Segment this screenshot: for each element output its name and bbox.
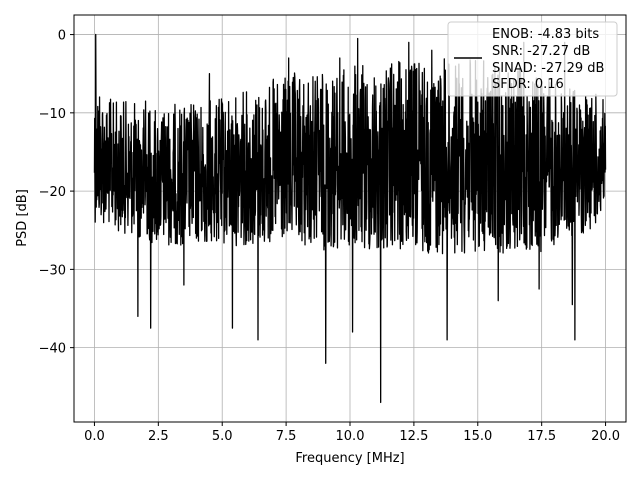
y-axis-label: PSD [dB] bbox=[15, 189, 30, 247]
psd-series-line bbox=[93, 33, 607, 404]
legend-line-snr: SNR: -27.27 dB bbox=[492, 44, 590, 59]
x-tick-label: 10.0 bbox=[336, 429, 365, 444]
x-tick-label: 17.5 bbox=[527, 429, 556, 444]
plot-area bbox=[93, 33, 607, 404]
x-axis: 0.0 2.5 5.0 7.5 10.0 12.5 15.0 17.5 20.0 bbox=[84, 422, 620, 444]
y-tick-label: −20 bbox=[39, 185, 66, 200]
y-axis: 0 −10 −20 −30 −40 bbox=[39, 29, 74, 357]
y-tick-label: −30 bbox=[39, 263, 66, 278]
legend-box bbox=[447, 21, 618, 97]
y-tick-label: −10 bbox=[39, 107, 66, 122]
x-axis-label: Frequency [MHz] bbox=[295, 451, 404, 466]
legend-line-enob: ENOB: -4.83 bits bbox=[492, 27, 599, 42]
x-tick-label: 12.5 bbox=[399, 429, 428, 444]
x-tick-label: 5.0 bbox=[212, 429, 233, 444]
legend-line-sinad: SINAD: -27.29 dB bbox=[492, 61, 604, 76]
legend: ENOB: -4.83 bits SNR: -27.27 dB SINAD: -… bbox=[447, 21, 618, 97]
y-tick-label: −40 bbox=[39, 342, 66, 357]
y-tick-label: 0 bbox=[58, 29, 66, 44]
legend-line-sfdr: SFDR: 0.16 bbox=[492, 77, 564, 92]
x-tick-label: 7.5 bbox=[276, 429, 297, 444]
x-tick-label: 2.5 bbox=[148, 429, 169, 444]
x-tick-label: 20.0 bbox=[591, 429, 620, 444]
x-tick-label: 0.0 bbox=[84, 429, 105, 444]
x-tick-label: 15.0 bbox=[463, 429, 492, 444]
